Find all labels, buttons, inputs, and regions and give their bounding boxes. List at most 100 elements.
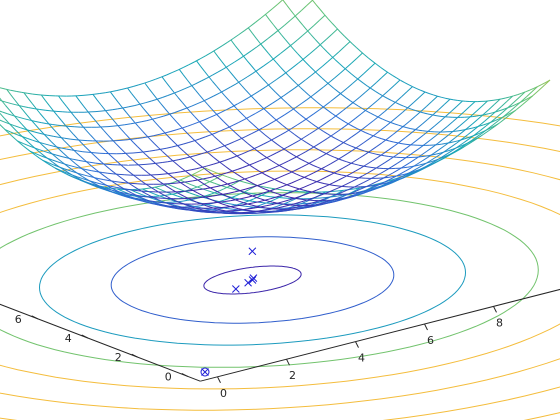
mesh-y-line-18 (46, 123, 53, 125)
mesh-y-line-18 (219, 89, 226, 94)
mesh-x-line-5 (250, 206, 256, 209)
mesh-x-line-13 (404, 175, 410, 178)
mesh-x-line-11 (188, 134, 194, 140)
mesh-y-line-0 (249, 183, 256, 186)
mesh-y-line-17 (0, 119, 4, 123)
mesh-x-line-3 (34, 123, 40, 130)
mesh-y-line-12 (388, 84, 395, 91)
mesh-x-line-10 (228, 184, 233, 188)
mesh-x-line-18 (475, 125, 480, 128)
mesh-y-line-3 (467, 129, 474, 135)
mesh-x-line-16 (448, 148, 453, 152)
mesh-y-line-7 (262, 209, 268, 211)
mesh-y-line-11 (206, 195, 213, 198)
mesh-x-line-10 (167, 135, 173, 141)
mesh-x-line-4 (23, 92, 29, 99)
mesh-y-line-1 (520, 96, 527, 103)
mesh-y-line-9 (337, 167, 344, 172)
mesh-y-line-10 (302, 175, 309, 179)
mesh-x-line-15 (346, 161, 351, 164)
mesh-y-line-20 (249, 21, 256, 27)
mesh-y-line-15 (228, 141, 235, 145)
mesh-y-line-16 (199, 136, 206, 140)
mesh-x-line-5 (97, 158, 103, 163)
mesh-x-line-4 (63, 140, 69, 146)
mesh-x-line-15 (322, 151, 327, 155)
mesh-y-line-11 (72, 176, 79, 180)
mesh-x-line-14 (297, 156, 302, 160)
contour-level-5 (0, 149, 560, 411)
mesh-x-line-6 (150, 187, 156, 191)
mesh-x-line-18 (269, 19, 274, 26)
mesh-y-line-12 (132, 189, 139, 192)
mesh-x-line-10 (240, 190, 245, 194)
mesh-y-line-19 (28, 107, 35, 110)
mesh-y-line-5 (459, 120, 466, 127)
mesh-x-line-13 (312, 179, 317, 182)
mesh-x-line-4 (92, 166, 97, 171)
mesh-y-line-11 (123, 192, 129, 195)
mesh-x-line-10 (163, 131, 169, 137)
mesh-y-line-16 (54, 146, 61, 149)
mesh-y-line-9 (370, 146, 377, 152)
mesh-y-line-9 (359, 153, 366, 159)
mesh-x-line-5 (145, 193, 151, 197)
mesh-y-line-20 (38, 94, 45, 96)
mesh-y-line-13 (320, 122, 327, 128)
mesh-y-line-1 (192, 174, 199, 178)
mesh-x-line-1 (60, 167, 66, 172)
mesh-x-line-20 (396, 77, 402, 81)
mesh-x-line-19 (363, 82, 368, 87)
mesh-y-line-15 (212, 147, 218, 151)
mesh-y-line-8 (188, 209, 195, 211)
mesh-x-line-18 (329, 84, 335, 89)
mesh-y-line-11 (367, 120, 374, 126)
mesh-x-line-6 (272, 206, 277, 209)
mesh-y-line-20 (149, 78, 156, 82)
mesh-y-line-16 (4, 129, 11, 133)
mesh-y-line-8 (305, 191, 312, 195)
mesh-y-line-14 (68, 164, 75, 168)
mesh-x-line-9 (117, 102, 123, 108)
mesh-x-line-19 (419, 111, 425, 114)
mesh-x-line-9 (299, 207, 304, 210)
mesh-x-line-12 (282, 182, 288, 186)
mesh-x-line-7 (119, 147, 125, 153)
mesh-x-line-13 (271, 160, 277, 164)
mesh-y-line-17 (231, 103, 238, 108)
mesh-y-line-17 (253, 90, 260, 95)
mesh-x-line-17 (493, 123, 499, 127)
mesh-x-line-14 (329, 171, 334, 174)
mesh-y-line-16 (155, 148, 161, 151)
mesh-x-line-16 (327, 133, 333, 137)
mesh-y-line-20 (210, 48, 217, 54)
mesh-x-line-9 (243, 202, 248, 205)
mesh-y-line-14 (246, 148, 253, 153)
mesh-x-line-20 (537, 83, 543, 87)
mesh-x-line-3 (99, 180, 104, 184)
mesh-x-line-17 (365, 132, 370, 135)
mesh-x-line-14 (321, 168, 326, 171)
mesh-y-line-4 (438, 145, 445, 151)
mesh-x-line-12 (242, 159, 247, 164)
mesh-y-line-16 (266, 102, 273, 108)
mesh-y-line-0 (338, 189, 345, 192)
mesh-x-line-14 (406, 172, 411, 175)
mesh-y-line-10 (113, 192, 120, 195)
mesh-x-line-3 (107, 185, 112, 189)
mesh-y-line-3 (223, 202, 229, 205)
mesh-x-line-12 (371, 188, 376, 191)
mesh-y-line-20 (99, 92, 106, 94)
mesh-y-line-15 (17, 140, 24, 144)
mesh-x-line-8 (149, 157, 154, 162)
mesh-x-line-7 (228, 211, 234, 213)
mesh-y-line-11 (84, 180, 90, 184)
mesh-x-line-14 (349, 176, 354, 178)
mesh-y-line-10 (152, 200, 158, 203)
mesh-x-line-13 (324, 183, 329, 185)
mesh-x-line-2 (219, 188, 224, 192)
mesh-x-line-18 (341, 94, 347, 99)
mesh-y-line-17 (320, 38, 327, 45)
mesh-y-line-12 (244, 176, 250, 180)
mesh-x-line-9 (210, 187, 216, 191)
